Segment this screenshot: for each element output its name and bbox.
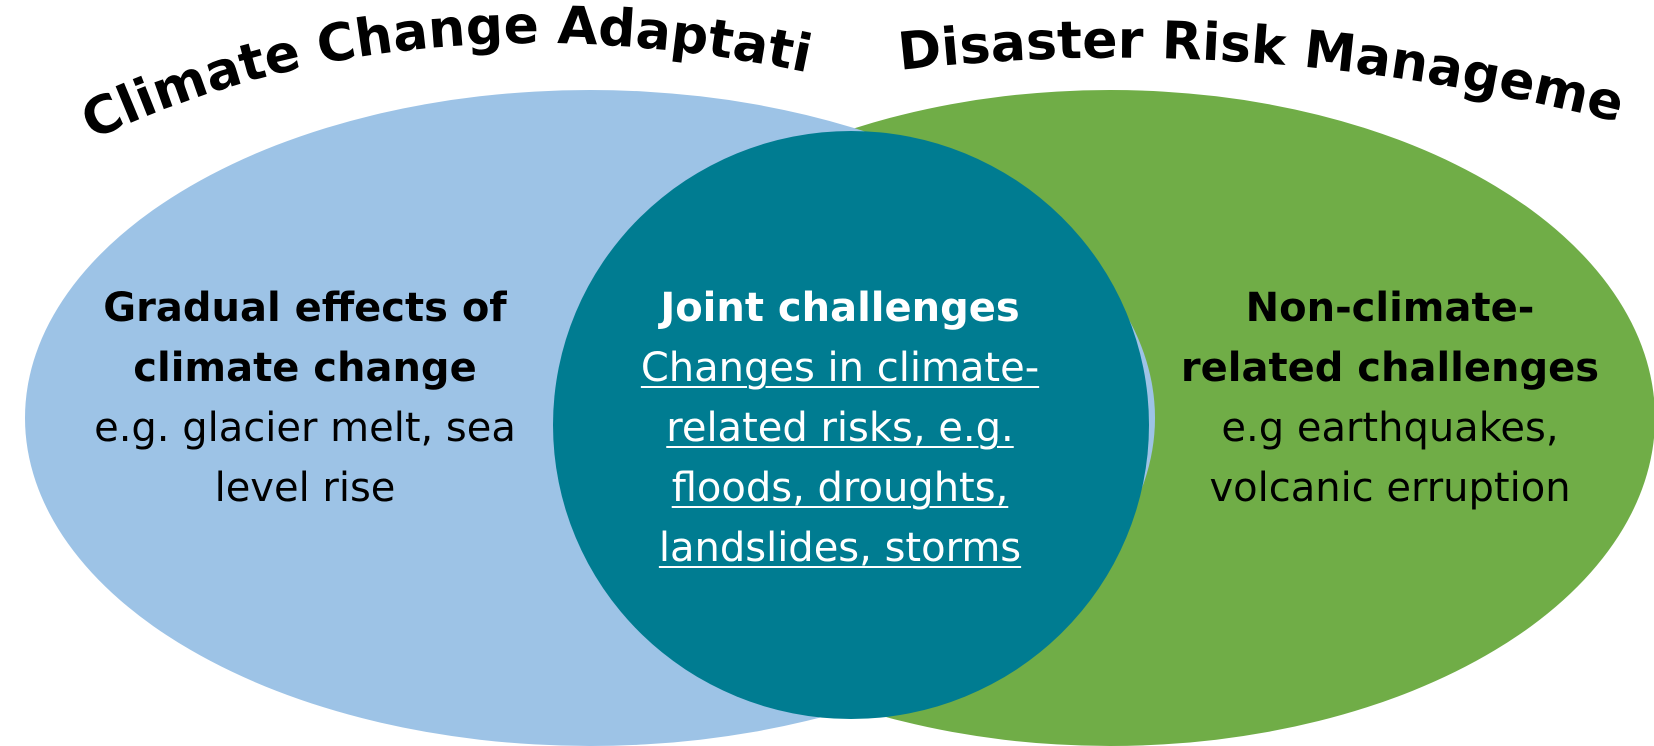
non-climate-example-line-1: e.g earthquakes, (1221, 405, 1559, 451)
gradual-effects-example-line-2: level rise (214, 465, 396, 511)
non-climate-heading-line-2: related challenges (1180, 345, 1600, 391)
overlap-circle (553, 131, 1149, 719)
joint-challenges-link-line-2[interactable]: related risks, e.g. (666, 405, 1014, 451)
gradual-effects-heading-line-2: climate change (133, 345, 477, 391)
gradual-effects-text: Gradual effects of climate change e.g. g… (55, 278, 555, 518)
gradual-effects-heading-line-1: Gradual effects of (103, 285, 507, 331)
joint-challenges-heading: Joint challenges (660, 285, 1020, 331)
joint-challenges-link-line-1[interactable]: Changes in climate- (640, 345, 1040, 391)
joint-challenges-link-line-3[interactable]: floods, droughts, (671, 465, 1009, 511)
joint-challenges-link-line-4[interactable]: landslides, storms (658, 525, 1022, 571)
joint-challenges-text: Joint challenges Changes in climate- rel… (600, 278, 1080, 578)
gradual-effects-example-line-1: e.g. glacier melt, sea (94, 405, 516, 451)
non-climate-heading-line-1: Non-climate- (1245, 285, 1535, 331)
non-climate-text: Non-climate- related challenges e.g eart… (1140, 278, 1640, 518)
non-climate-example-line-2: volcanic erruption (1209, 465, 1571, 511)
